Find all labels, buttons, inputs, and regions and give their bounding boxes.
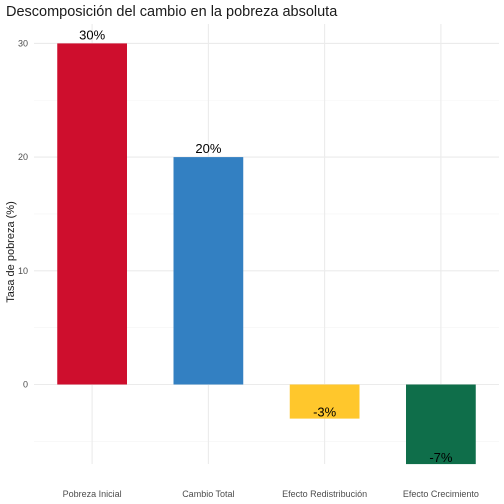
- bar-efecto-crecimiento: [406, 384, 476, 465]
- x-tick-label: Efecto Redistribución: [282, 489, 367, 499]
- x-axis-ticks: Pobreza Inicial Cambio Total Efecto Redist…: [63, 489, 479, 499]
- data-label: -3%: [313, 405, 337, 420]
- y-axis-ticks: 0 10 20 30: [18, 38, 28, 389]
- y-tick-label: 10: [18, 266, 28, 276]
- y-tick-label: 20: [18, 152, 28, 162]
- bars: [57, 43, 476, 465]
- bar-pobreza-inicial: [57, 43, 127, 385]
- chart-title: Descomposición del cambio en la pobreza …: [6, 4, 338, 20]
- data-label: -7%: [429, 450, 453, 465]
- bar-efecto-redistribución: [289, 384, 360, 419]
- y-tick-label: 0: [23, 380, 28, 390]
- y-tick-label: 30: [18, 38, 28, 48]
- data-labels: 30% 20% -3% -7%: [79, 27, 453, 465]
- data-label: 30%: [79, 27, 105, 42]
- x-tick-label: Efecto Crecimiento: [403, 489, 479, 499]
- data-label: 20%: [195, 141, 221, 156]
- y-axis-label: Tasa de pobreza (%): [5, 201, 17, 303]
- x-tick-label: Cambio Total: [182, 489, 234, 499]
- bar-cambio-total: [173, 157, 244, 385]
- x-tick-label: Pobreza Inicial: [63, 489, 122, 499]
